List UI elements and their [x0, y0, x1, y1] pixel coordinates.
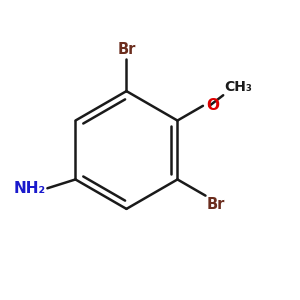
Text: Br: Br	[207, 197, 225, 212]
Text: NH₂: NH₂	[14, 181, 46, 196]
Text: CH₃: CH₃	[225, 80, 253, 94]
Text: O: O	[206, 98, 219, 113]
Text: Br: Br	[117, 42, 136, 57]
